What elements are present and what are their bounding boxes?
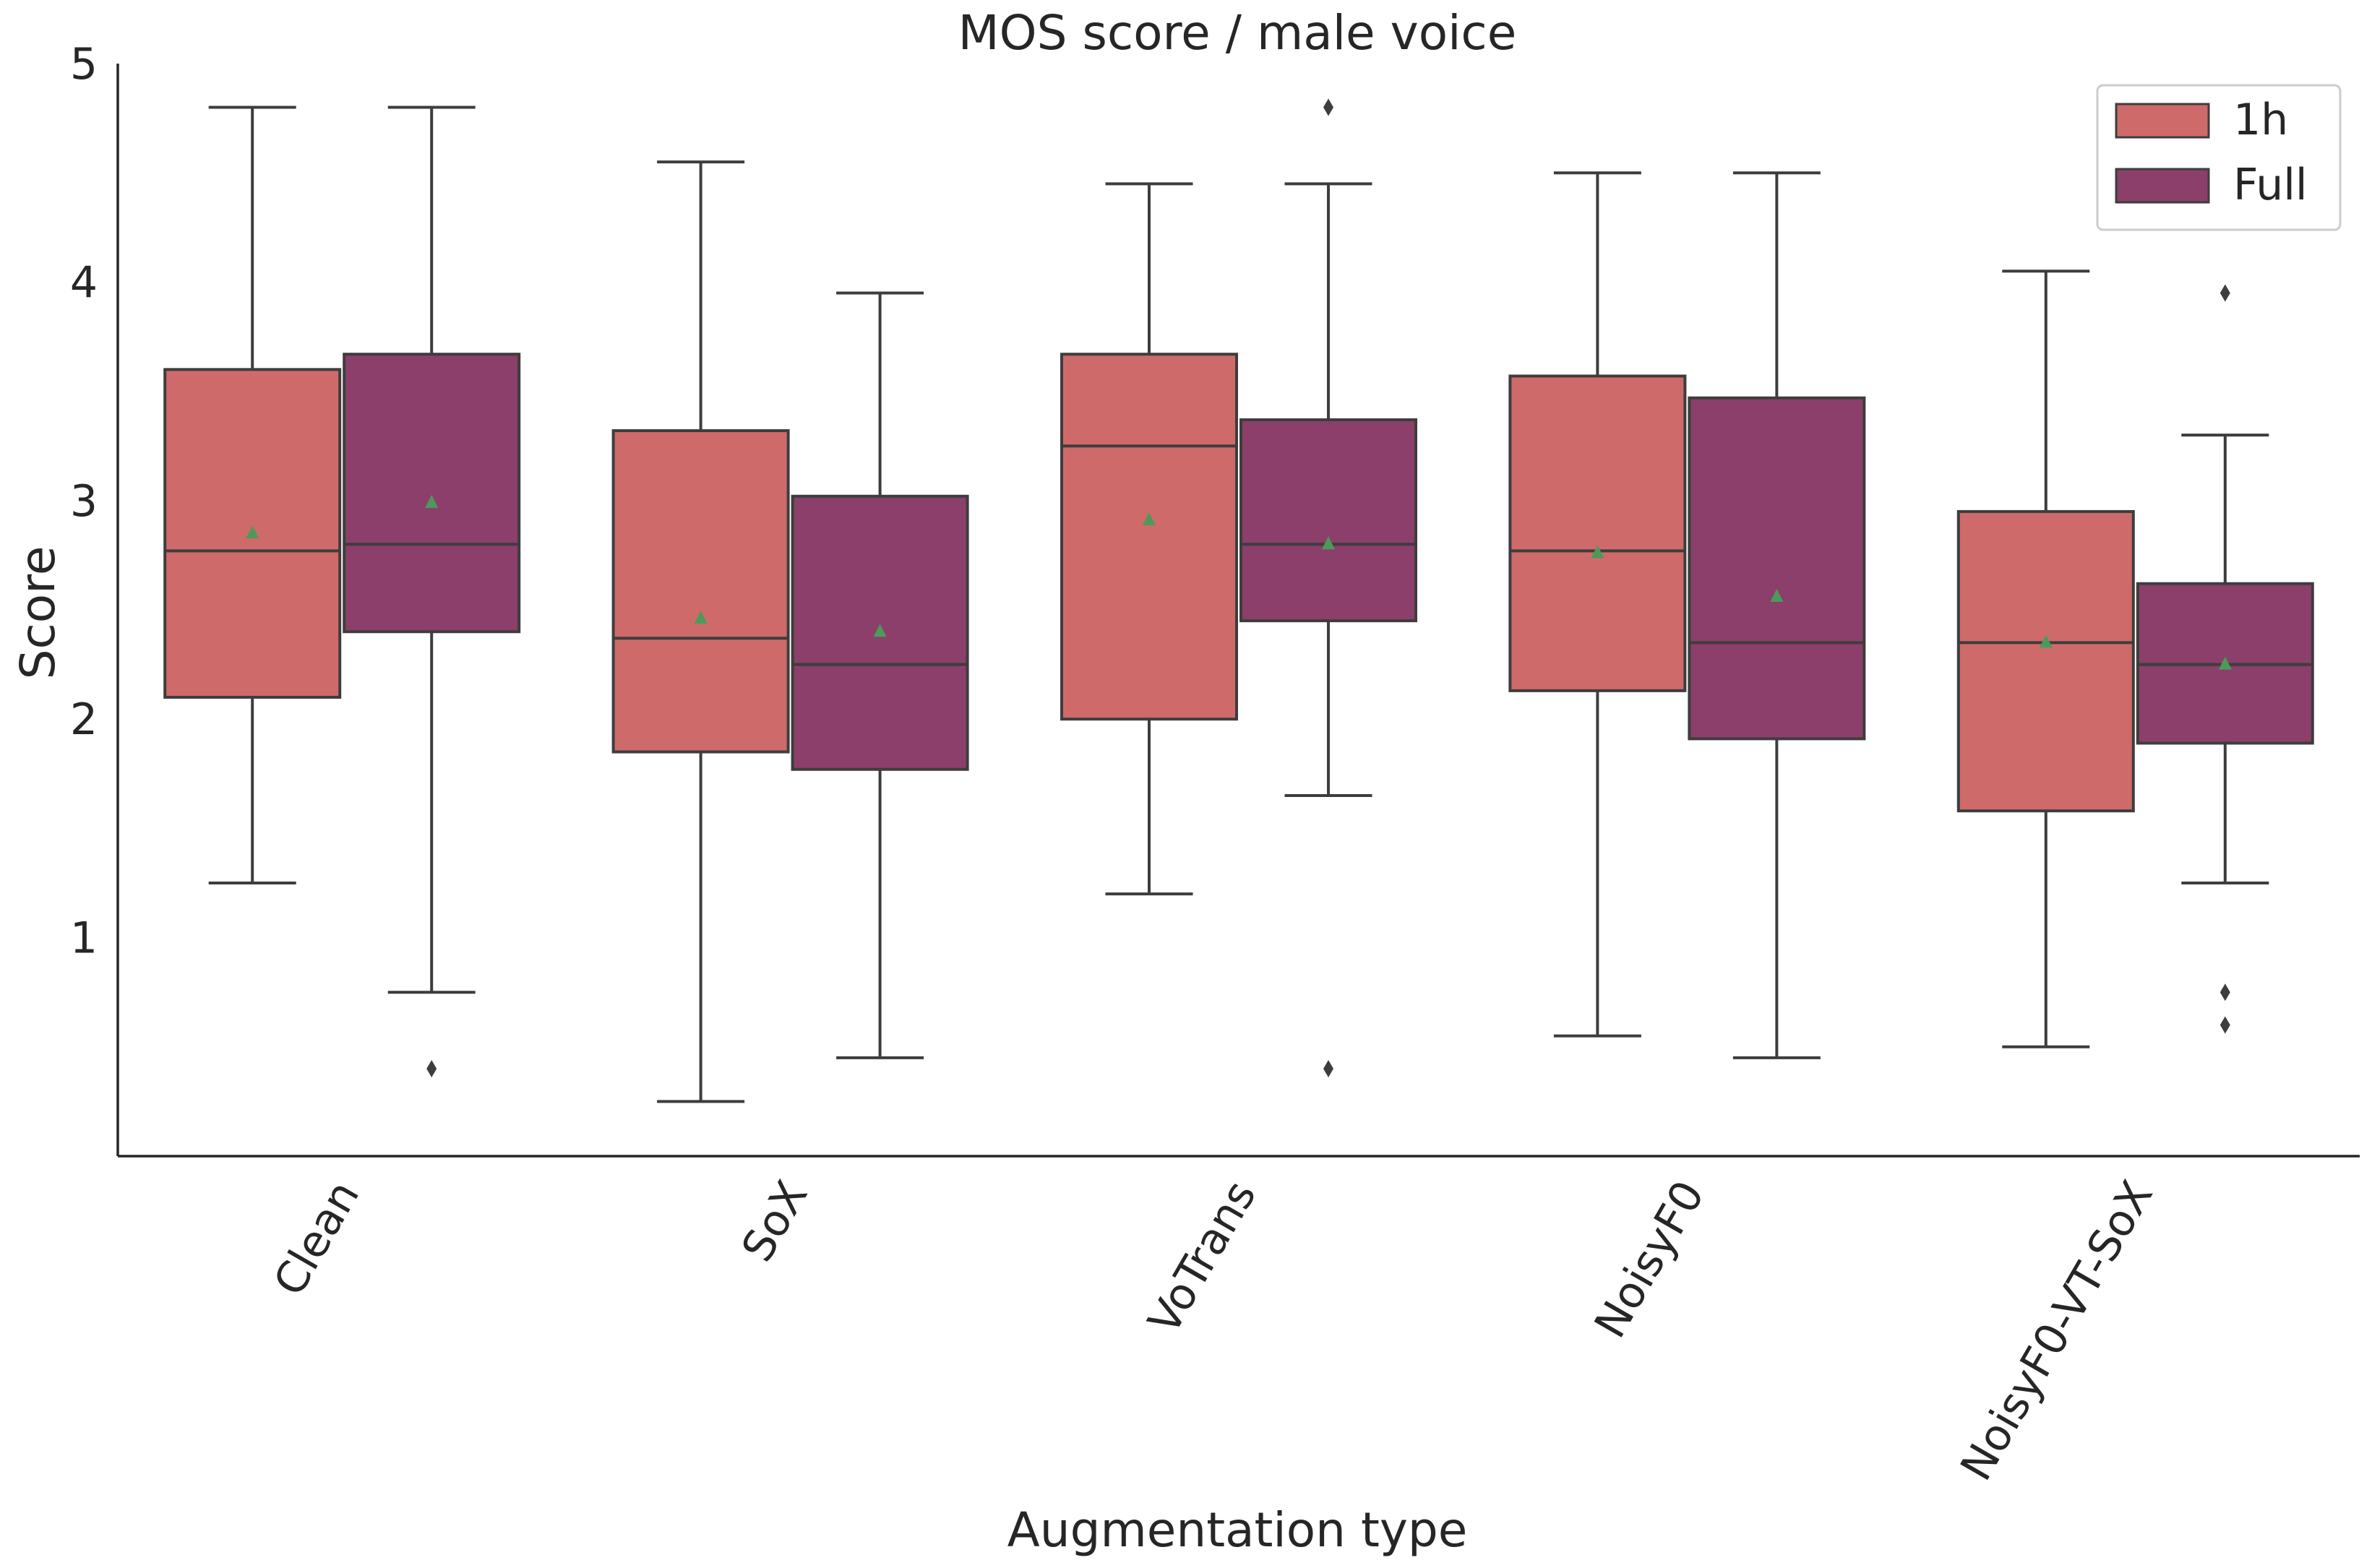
box-group-full-sox (791, 291, 969, 1059)
flier-point (1323, 98, 1333, 116)
y-tick-label: 5 (70, 39, 98, 90)
flier-point (2220, 983, 2230, 1001)
flier-point (2220, 284, 2230, 302)
y-tick-label: 4 (70, 257, 98, 308)
y-tick-label: 2 (70, 694, 98, 745)
box (611, 429, 790, 754)
mean-marker (694, 611, 708, 624)
legend-swatch-1h (2115, 103, 2210, 139)
box-group-1h-clean (163, 105, 342, 884)
x-tick-label: Clean (264, 1173, 369, 1304)
legend: 1h Full (2096, 84, 2342, 231)
box (343, 353, 521, 634)
mean-marker (1322, 536, 1335, 550)
box-group-full-votrans (1239, 98, 1417, 1078)
mean-marker (425, 494, 439, 508)
box-group-1h-noisyf0-vt-sox (1956, 270, 2135, 1048)
box-group-1h-noisyf0 (1508, 171, 1687, 1038)
box (1060, 353, 1238, 721)
y-tick-label: 3 (70, 476, 98, 527)
mean-marker (2218, 656, 2232, 670)
y-tick-label: 1 (70, 913, 98, 964)
mean-marker (1591, 545, 1604, 559)
flier-point (426, 1060, 437, 1078)
legend-swatch-full (2115, 168, 2210, 204)
x-tick-label: NoisyF0 (1585, 1173, 1714, 1347)
box-group-1h-sox (611, 160, 790, 1103)
x-axis-label: Augmentation type (1007, 1502, 1468, 1558)
flier-point (2220, 1016, 2230, 1034)
x-tick-label: NoisyF0-VT-SoX (1951, 1173, 2162, 1489)
mean-marker (2039, 634, 2053, 648)
box (1688, 396, 1866, 741)
mean-marker (246, 525, 259, 539)
x-tick-label: VoTrans (1139, 1173, 1266, 1343)
plot-area: 1 2 3 4 5 Clean SoX VoTrans NoisyF0 NoisyF0-VT-So… (70, 39, 2360, 1489)
box-group-full-noisyf0 (1688, 171, 1866, 1059)
flier-point (1323, 1060, 1333, 1078)
box (1956, 509, 2135, 813)
box (1508, 374, 1687, 692)
legend-label-1h: 1h (2233, 95, 2288, 145)
box-group-full-clean (343, 105, 521, 1078)
box-group-full-noisyf0-vt-sox (2136, 284, 2314, 1034)
mean-marker (1143, 512, 1156, 526)
mean-marker (1770, 588, 1784, 602)
x-tick-label: SoX (732, 1173, 818, 1270)
y-axis-label: Score (10, 546, 66, 680)
box-group-1h-votrans (1060, 182, 1238, 896)
mean-marker (873, 624, 887, 637)
chart-title: MOS score / male voice (958, 5, 1517, 61)
box (163, 368, 342, 699)
legend-label-full: Full (2233, 160, 2308, 210)
box (1239, 418, 1417, 623)
